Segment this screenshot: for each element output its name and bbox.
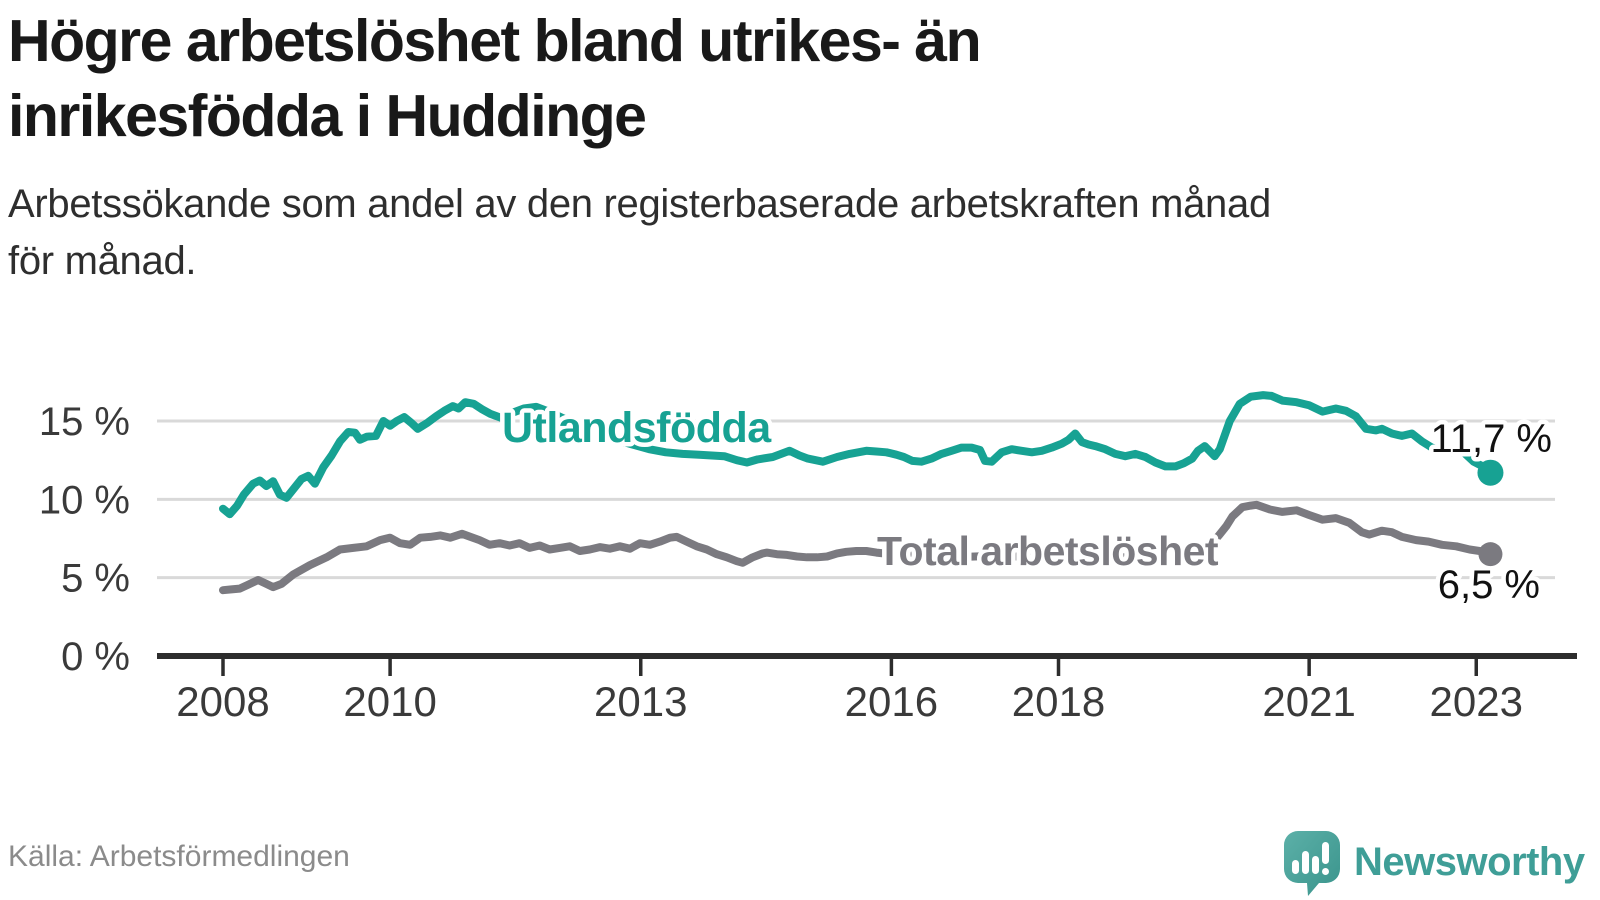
source-note: Källa: Arbetsförmedlingen (8, 840, 350, 873)
title-line-1: Högre arbetslöshet bland utrikes- än (8, 8, 982, 74)
logo-bar-3 (1312, 856, 1319, 874)
end-dot-total (1478, 542, 1503, 567)
series-label-total: Total arbetslöshet (877, 528, 1219, 574)
brand-block: Newsworthy (1283, 830, 1585, 900)
series-line-total (219, 500, 1495, 595)
end-value-label-total: 6,5 % (1438, 563, 1540, 607)
logo-exclamation-dot (1322, 868, 1329, 875)
x-tick-label-2018: 2018 (1012, 678, 1105, 725)
y-tick-label-15: 15 % (39, 400, 130, 444)
series-line-utlandsfodda (219, 391, 1495, 519)
chart-subtitle: Arbetssökande som andel av den registerb… (8, 176, 1271, 290)
subtitle-line-1: Arbetssökande som andel av den registerb… (8, 182, 1271, 226)
series-label-utlandsfodda: Utlandsfödda (502, 404, 772, 452)
x-tick-label-2008: 2008 (176, 678, 269, 725)
logo-bar-2 (1302, 851, 1309, 874)
end-dot-utlandsfodda (1477, 459, 1504, 486)
title-line-2: inrikesfödda i Huddinge (8, 83, 647, 149)
logo-bar-1 (1292, 860, 1299, 874)
brand-wordmark: Newsworthy (1354, 839, 1585, 884)
x-tick-label-2023: 2023 (1430, 678, 1523, 725)
page-title: Högre arbetslöshet bland utrikes- än inr… (8, 4, 982, 154)
x-tick-label-2016: 2016 (845, 678, 938, 725)
newsworthy-logo (1284, 831, 1340, 896)
y-tick-label-0: 0 % (61, 635, 130, 679)
subtitle-line-2: för månad. (8, 239, 197, 283)
logo-exclamation-bar (1322, 842, 1329, 864)
y-tick-label-10: 10 % (39, 478, 130, 522)
end-value-label-utlandsfodda: 11,7 % (1430, 417, 1552, 461)
x-tick-label-2010: 2010 (343, 678, 436, 725)
x-tick-label-2013: 2013 (594, 678, 687, 725)
x-tick-label-2021: 2021 (1262, 678, 1355, 725)
y-tick-label-5: 5 % (61, 557, 130, 601)
